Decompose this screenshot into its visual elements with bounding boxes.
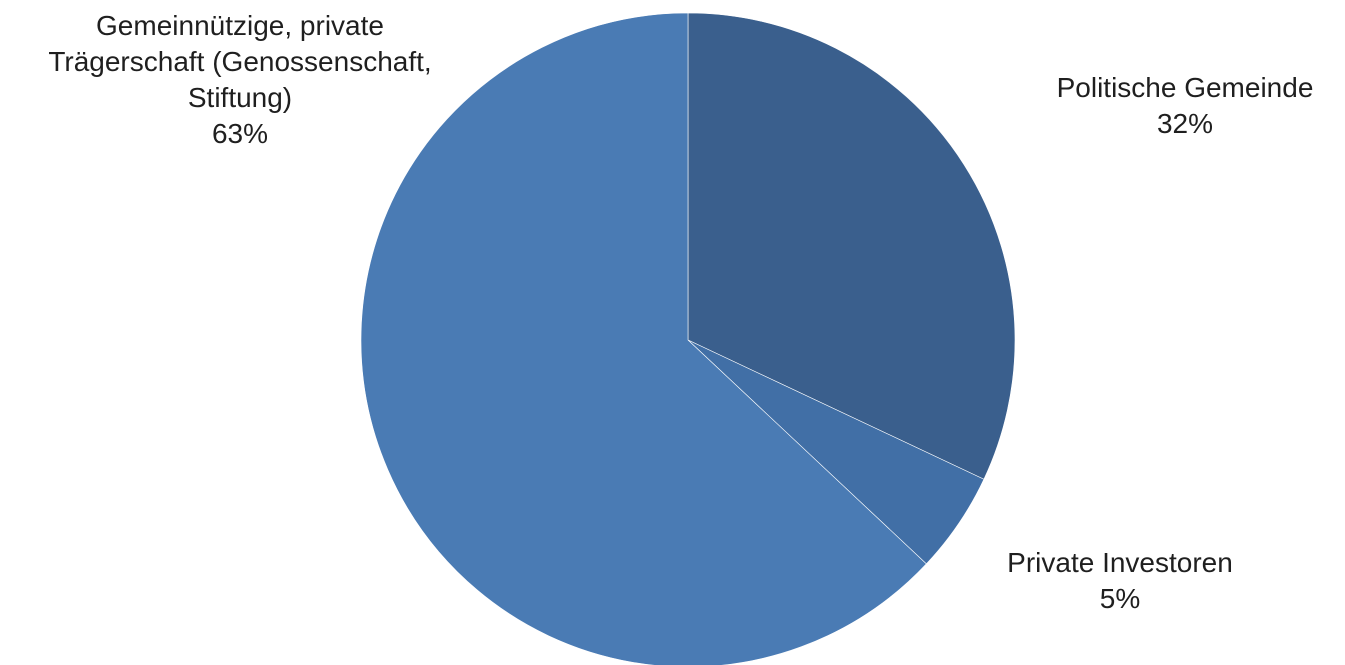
slice-label-percent: 32% [1156,108,1214,139]
slice-label-text: Gemeinnützige, private [96,10,384,41]
slice-label-gemeinnuetzige-traegerschaft: Gemeinnützige, private Trägerschaft (Gen… [0,8,480,152]
slice-label-percent: 5% [1099,583,1141,614]
slice-politische-gemeinde [687,12,1016,480]
slice-label-text: Stiftung) [187,82,293,113]
slice-gemeinnuetzige-traegerschaft [360,12,927,665]
slice-label-text: Trägerschaft (Genossenschaft, [48,46,432,77]
slice-label-text: Politische Gemeinde [1056,72,1314,103]
slice-label-private-investoren: Private Investoren 5% [970,545,1270,617]
slice-label-text: Private Investoren [1007,547,1233,578]
slice-label-percent: 63% [211,118,269,149]
pie-slices [360,12,1016,665]
slice-label-politische-gemeinde: Politische Gemeinde 32% [1020,70,1345,142]
